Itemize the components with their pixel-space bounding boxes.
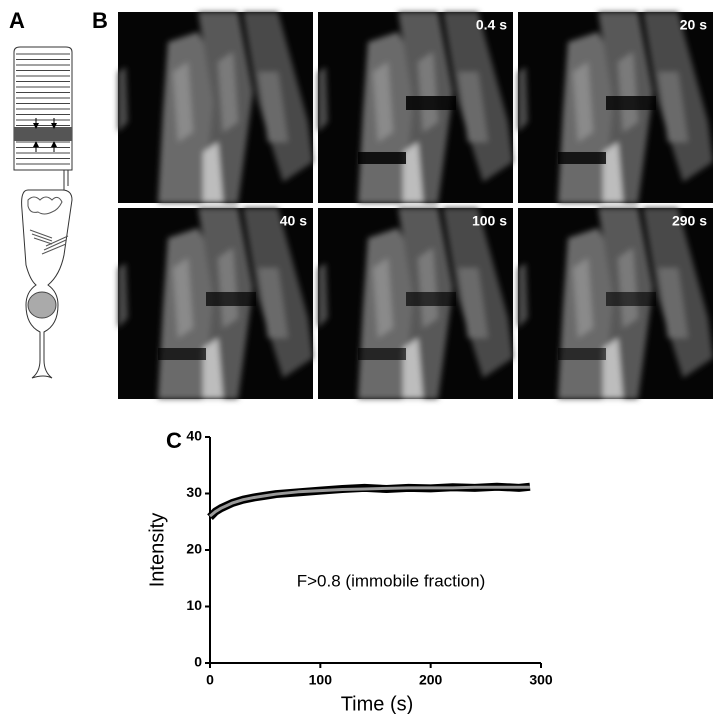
frame-label: 40 s [280,213,307,229]
panel-label: A [9,8,25,33]
data-line [207,482,531,521]
frame-label: 100 s [472,213,507,229]
frame-label: 20 s [680,17,707,33]
frame-label: 0.4 s [476,17,507,33]
panel-label: B [92,8,108,33]
y-tick-label: 20 [186,541,202,557]
micrograph [118,12,313,203]
frame-label: 290 s [672,213,707,229]
x-axis-label: Time (s) [341,693,414,714]
y-tick-label: 30 [186,484,202,500]
x-tick-label: 200 [419,672,443,688]
annotation: F>0.8 (immobile fraction) [297,571,485,590]
x-tick-label: 0 [206,672,214,688]
bleach-band [206,292,256,306]
micrograph: 0.4 s [318,12,513,203]
x-tick-label: 300 [529,672,553,688]
micrograph: 100 s [318,208,513,399]
y-tick-label: 40 [186,428,202,444]
bleach-band [158,348,206,360]
panel-label: C [166,428,182,453]
micrograph: 40 s [118,208,313,399]
micrograph: 20 s [518,12,713,203]
y-tick-label: 10 [186,597,202,613]
bleach-band [606,96,656,110]
x-tick-label: 100 [309,672,333,688]
bleach-band [406,292,456,306]
cell-diagram [13,46,73,379]
y-tick-label: 0 [194,654,202,670]
fit-line [209,485,530,518]
bleach-band [558,152,606,164]
bleach-band [606,292,656,306]
bleach-band [558,348,606,360]
bleach-band [406,96,456,110]
micrograph: 290 s [518,208,713,399]
cell-image [118,12,313,203]
bleach-band [358,152,406,164]
bleach-band [358,348,406,360]
y-axis-label: Intensity [146,513,168,587]
